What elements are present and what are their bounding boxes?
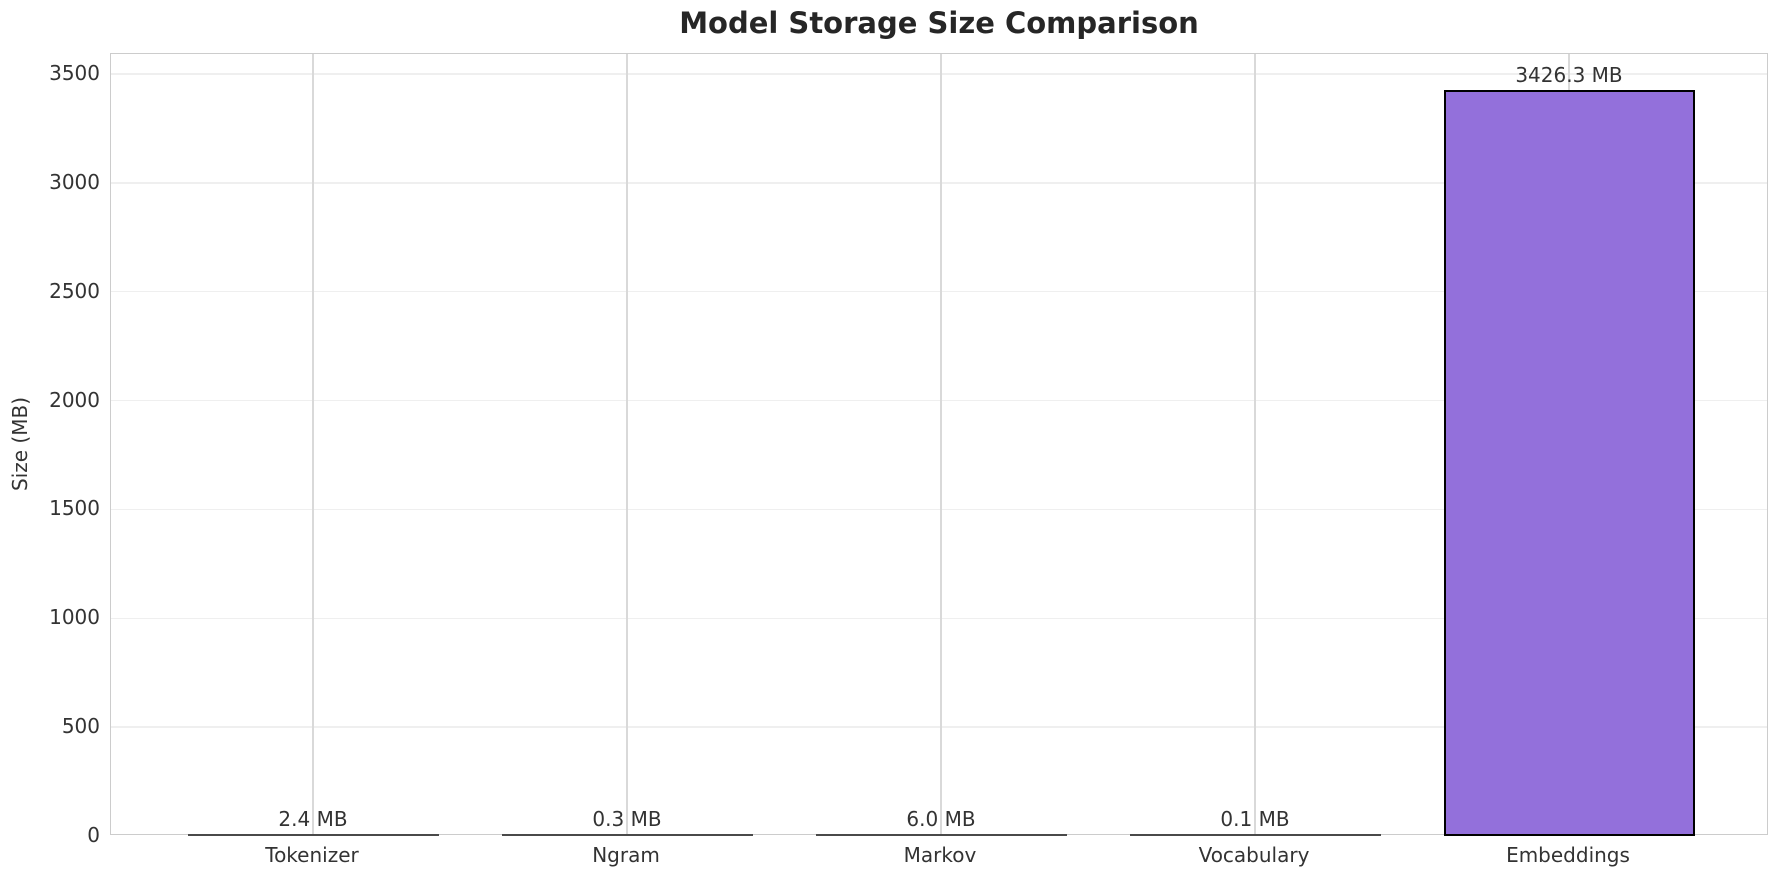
plot-area: 2.4 MB 0.3 MB 6.0 MB 0.1 MB 3426.3 MB bbox=[110, 53, 1768, 836]
y-tick-label-2500: 2500 bbox=[49, 278, 100, 303]
y-tick-label-1500: 1500 bbox=[49, 496, 100, 521]
gridline-horizontal-500 bbox=[111, 726, 1767, 728]
y-tick-label-2000: 2000 bbox=[49, 387, 100, 412]
x-tick-label-tokenizer: Tokenizer bbox=[265, 843, 359, 867]
bar-value-label-embeddings: 3426.3 MB bbox=[1515, 63, 1623, 87]
bar-markov bbox=[815, 834, 1067, 836]
y-tick-label-0: 0 bbox=[87, 823, 100, 847]
y-tick-label-1000: 1000 bbox=[49, 605, 100, 630]
bar-tokenizer bbox=[187, 834, 439, 836]
y-tick-label-500: 500 bbox=[61, 714, 100, 739]
x-tick-label-vocabulary: Vocabulary bbox=[1198, 843, 1310, 867]
bar-value-label-markov: 6.0 MB bbox=[906, 807, 976, 831]
x-tick-label-embeddings: Embeddings bbox=[1506, 843, 1630, 867]
gridline-vertical-tokenizer bbox=[312, 54, 314, 834]
bar-value-label-vocabulary: 0.1 MB bbox=[1220, 807, 1290, 831]
x-tick-label-markov: Markov bbox=[903, 843, 977, 867]
gridline-horizontal-2500 bbox=[111, 290, 1767, 293]
gridline-horizontal-2000 bbox=[111, 399, 1767, 402]
gridline-horizontal-3500 bbox=[111, 73, 1767, 75]
gridline-vertical-vocabulary bbox=[1254, 54, 1256, 834]
y-tick-label-3500: 3500 bbox=[49, 61, 100, 86]
y-tick-label-3000: 3000 bbox=[49, 169, 100, 194]
chart-title: Model Storage Size Comparison bbox=[679, 6, 1199, 40]
bar-vocabulary bbox=[1129, 834, 1381, 836]
bar-value-label-tokenizer: 2.4 MB bbox=[278, 807, 348, 831]
gridline-vertical-markov bbox=[940, 54, 942, 834]
bar-ngram bbox=[501, 834, 753, 836]
bar-value-label-ngram: 0.3 MB bbox=[592, 807, 662, 831]
gridline-horizontal-1500 bbox=[111, 508, 1767, 511]
gridline-horizontal-3000 bbox=[111, 182, 1767, 184]
bar-embeddings bbox=[1443, 90, 1695, 836]
gridline-horizontal-1000 bbox=[111, 617, 1767, 620]
x-tick-label-ngram: Ngram bbox=[592, 843, 660, 867]
gridline-vertical-ngram bbox=[626, 54, 628, 834]
